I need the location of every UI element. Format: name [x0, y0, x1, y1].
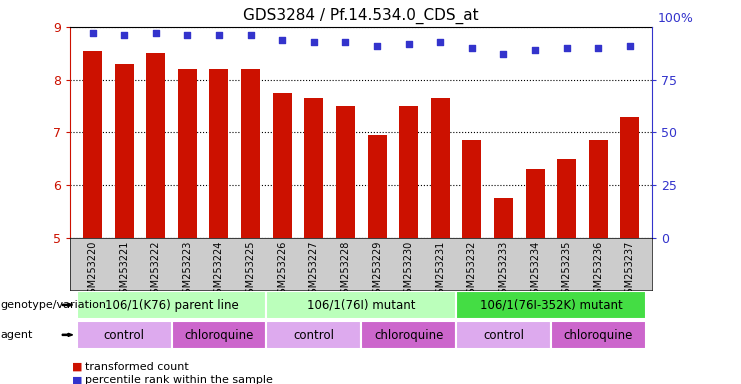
Point	[371, 43, 383, 49]
Text: genotype/variation: genotype/variation	[1, 300, 107, 310]
Text: GSM253237: GSM253237	[625, 241, 635, 300]
Bar	[362, 321, 456, 349]
Bar	[399, 106, 418, 238]
Text: GSM253236: GSM253236	[594, 241, 603, 300]
Point	[150, 30, 162, 36]
Text: GSM253221: GSM253221	[119, 241, 129, 300]
Text: 100%: 100%	[658, 12, 694, 25]
Bar	[462, 141, 482, 238]
Bar	[273, 93, 292, 238]
Text: GSM253233: GSM253233	[499, 241, 508, 300]
Text: percentile rank within the sample: percentile rank within the sample	[85, 375, 273, 384]
Point	[182, 32, 193, 38]
Text: 106/1(76I-352K) mutant: 106/1(76I-352K) mutant	[479, 299, 622, 311]
Point	[213, 32, 225, 38]
Bar	[146, 53, 165, 238]
Bar	[178, 69, 197, 238]
Bar	[267, 291, 456, 319]
Text: GSM253232: GSM253232	[467, 241, 477, 300]
Bar	[456, 321, 551, 349]
Point	[402, 41, 414, 47]
Bar	[431, 98, 450, 238]
Title: GDS3284 / Pf.14.534.0_CDS_at: GDS3284 / Pf.14.534.0_CDS_at	[244, 8, 479, 24]
Text: control: control	[293, 329, 334, 341]
Bar	[456, 291, 645, 319]
Bar	[368, 135, 387, 238]
Point	[497, 51, 509, 58]
Text: GSM253231: GSM253231	[435, 241, 445, 300]
Point	[87, 30, 99, 36]
Point	[308, 39, 320, 45]
Text: GSM253224: GSM253224	[214, 241, 224, 300]
Text: agent: agent	[1, 330, 33, 340]
Text: chloroquine: chloroquine	[564, 329, 633, 341]
Text: GSM253229: GSM253229	[372, 241, 382, 300]
Bar	[620, 117, 639, 238]
Point	[245, 32, 256, 38]
Text: ■: ■	[72, 375, 82, 384]
Text: GSM253226: GSM253226	[277, 241, 288, 300]
Point	[561, 45, 573, 51]
Point	[434, 39, 446, 45]
Text: GSM253223: GSM253223	[182, 241, 193, 300]
Point	[119, 32, 130, 38]
Text: chloroquine: chloroquine	[185, 329, 253, 341]
Text: ■: ■	[72, 362, 82, 372]
Bar	[172, 321, 267, 349]
Bar	[494, 199, 513, 238]
Bar	[557, 159, 576, 238]
Bar	[267, 321, 362, 349]
Bar	[551, 321, 645, 349]
Bar	[77, 321, 172, 349]
Text: 106/1(K76) parent line: 106/1(K76) parent line	[104, 299, 239, 311]
Text: chloroquine: chloroquine	[374, 329, 443, 341]
Bar	[83, 51, 102, 238]
Text: GSM253228: GSM253228	[340, 241, 350, 300]
Text: GSM253220: GSM253220	[87, 241, 98, 300]
Text: GSM253222: GSM253222	[150, 241, 161, 300]
Text: GSM253227: GSM253227	[309, 241, 319, 300]
Text: GSM253230: GSM253230	[404, 241, 413, 300]
Point	[466, 45, 478, 51]
Text: GSM253234: GSM253234	[530, 241, 540, 300]
Point	[592, 45, 604, 51]
Point	[276, 36, 288, 43]
Text: control: control	[483, 329, 524, 341]
Text: transformed count: transformed count	[85, 362, 189, 372]
Bar	[305, 98, 323, 238]
Bar	[77, 291, 267, 319]
Bar	[241, 69, 260, 238]
Bar	[525, 169, 545, 238]
Bar	[115, 64, 133, 238]
Text: GSM253225: GSM253225	[245, 241, 256, 300]
Text: 106/1(76I) mutant: 106/1(76I) mutant	[307, 299, 416, 311]
Point	[339, 39, 351, 45]
Text: GSM253235: GSM253235	[562, 241, 572, 300]
Point	[529, 47, 541, 53]
Bar	[210, 69, 228, 238]
Bar	[589, 141, 608, 238]
Bar	[336, 106, 355, 238]
Point	[624, 43, 636, 49]
Text: control: control	[104, 329, 144, 341]
